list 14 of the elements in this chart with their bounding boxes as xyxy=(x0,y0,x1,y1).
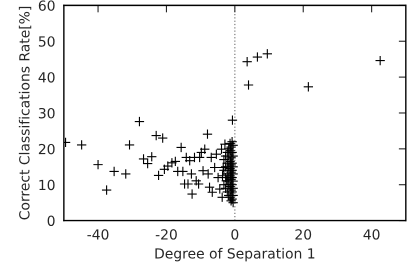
y-tick-label: 30 xyxy=(38,108,55,118)
y-tick-label: 20 xyxy=(38,144,55,154)
x-tick-label: -20 xyxy=(156,229,177,240)
y-tick-label: 60 xyxy=(38,0,55,11)
x-axis-title: Degree of Separation 1 xyxy=(155,248,314,262)
x-tick-label: 0 xyxy=(231,229,238,240)
y-tick-label: 50 xyxy=(38,36,55,47)
y-tick-label: 40 xyxy=(38,72,55,83)
y-tick-label: 0 xyxy=(48,216,55,226)
x-tick-label: 20 xyxy=(295,229,312,240)
y-tick-label: 10 xyxy=(39,180,55,190)
x-tick-label: 40 xyxy=(363,229,380,240)
y-axis-title: Correct Classifications Rate[%] xyxy=(18,6,32,220)
x-tick-label: -40 xyxy=(87,229,108,240)
